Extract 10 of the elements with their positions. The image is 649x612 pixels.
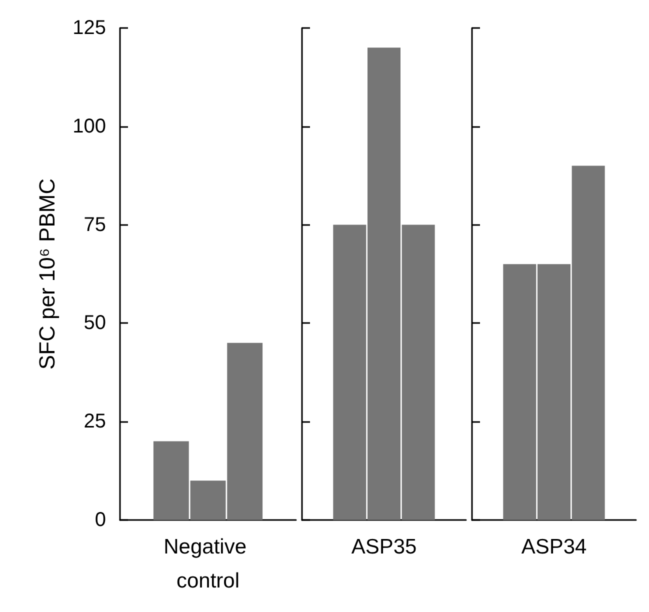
x-tick-label: ASP35 <box>351 536 417 558</box>
y-tick-label: 25 <box>84 410 106 433</box>
y-tick-label: 125 <box>72 17 106 39</box>
y-axis-title: SFC per 10⁶ PBMC <box>34 178 60 370</box>
y-tick-label: 100 <box>72 115 106 138</box>
y-tick-label: 0 <box>94 509 106 531</box>
y-tick-label: 50 <box>84 312 106 334</box>
x-tick-label: ASP34 <box>521 536 588 558</box>
y-tick-label: 75 <box>84 214 106 236</box>
x-tick-label: Negative control <box>164 536 252 592</box>
